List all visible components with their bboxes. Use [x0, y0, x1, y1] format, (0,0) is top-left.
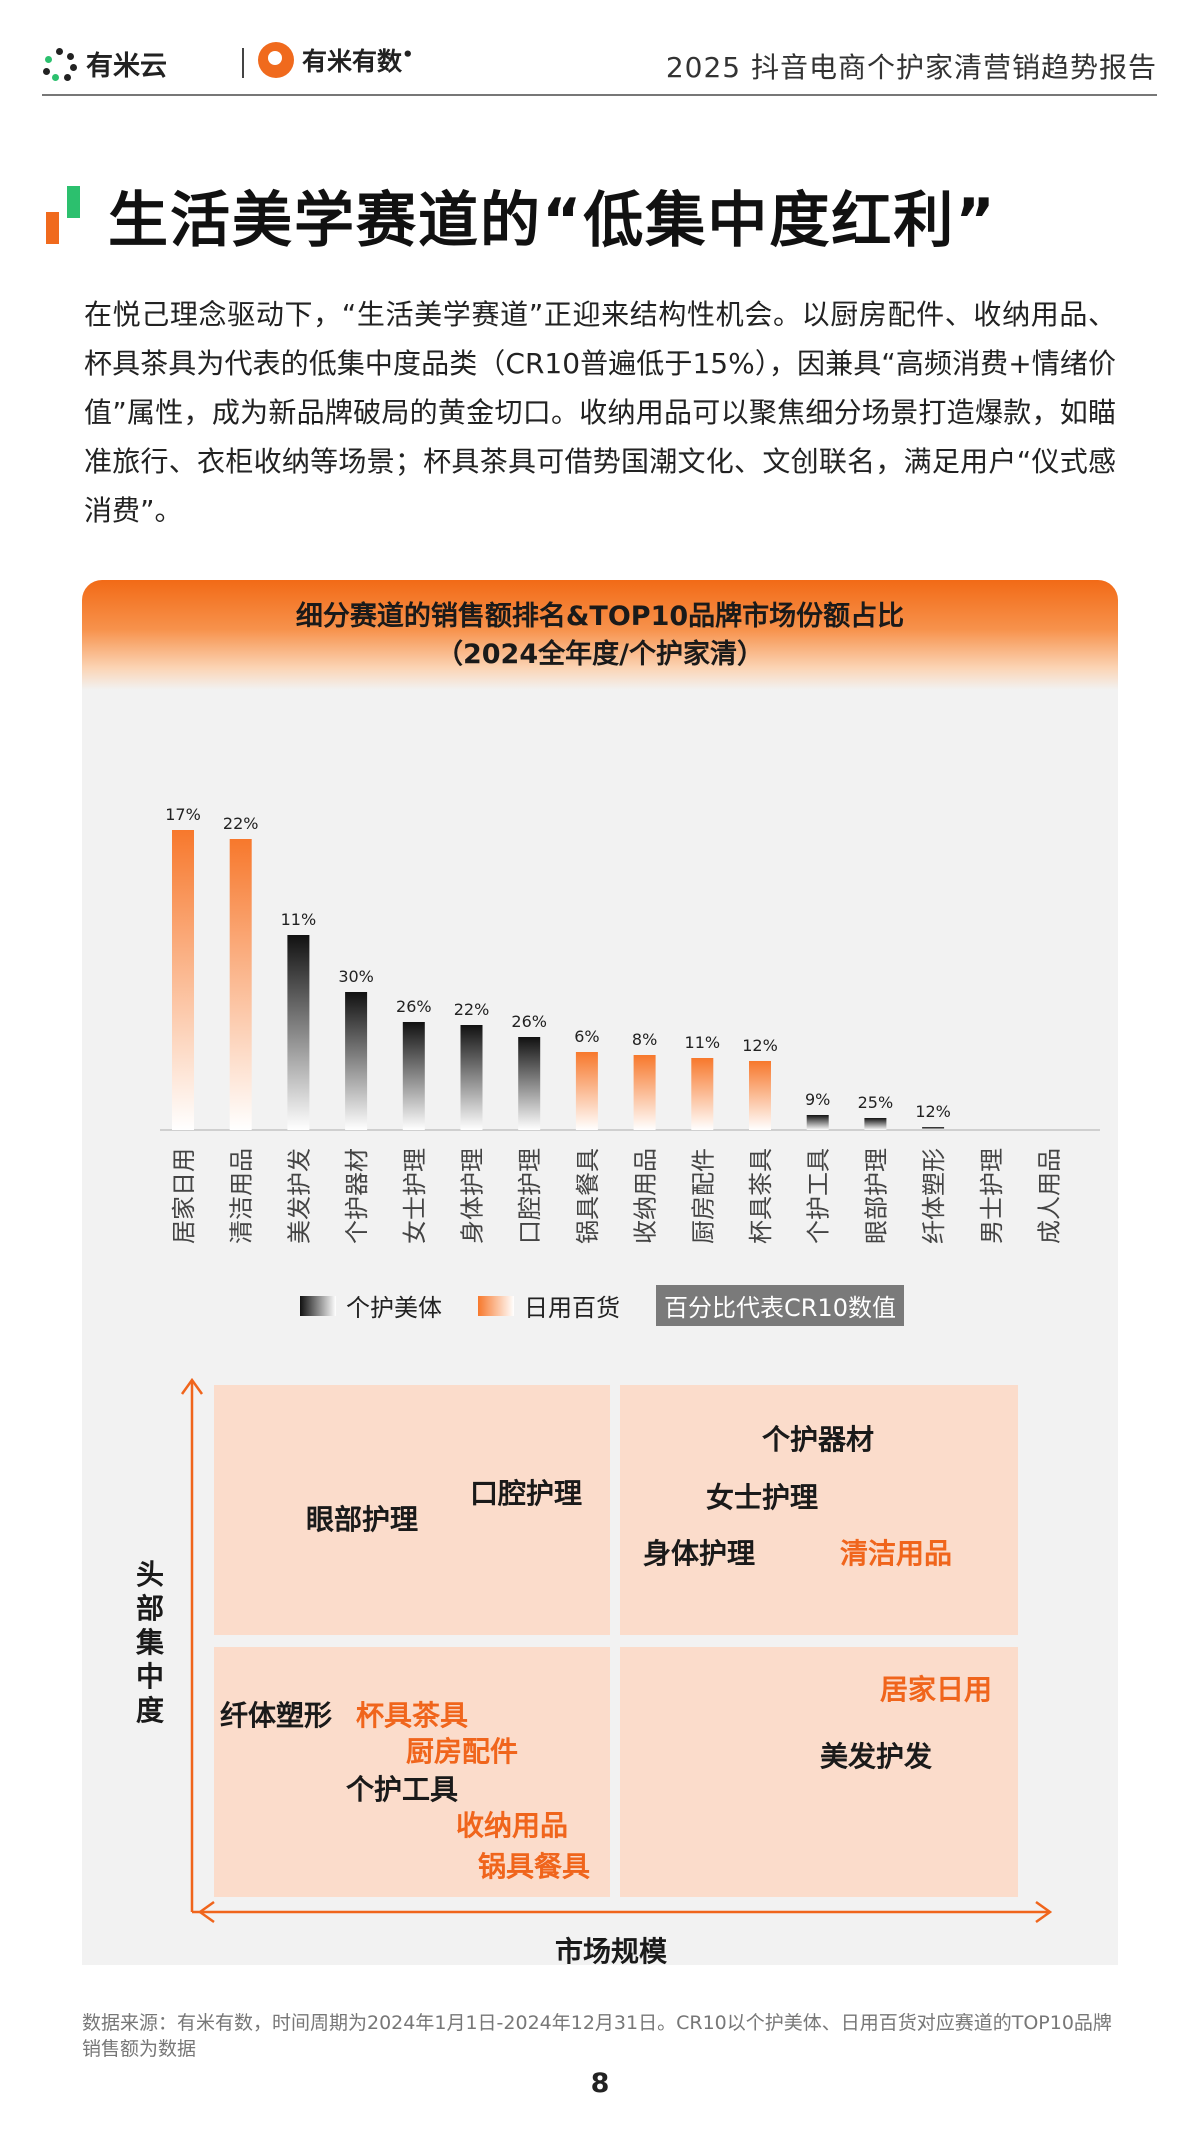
legend-swatch-orange [478, 1295, 514, 1316]
legend-item-daily-goods: 日用百货 [478, 1288, 620, 1323]
legend-label-daily-goods: 日用百货 [524, 1294, 620, 1322]
data-source-note: 数据来源：有米有数，时间周期为2024年1月1日-2024年12月31日。CR1… [82, 2012, 1112, 2060]
matrix-label-oral-care: 口腔护理 [470, 1477, 583, 1510]
matrix-x-axis-label: 市场规模 [555, 1935, 668, 1968]
quadrant-bottom-right [620, 1647, 1018, 1897]
matrix-label-household: 居家日用 [880, 1673, 993, 1706]
youmi-cloud-logo-icon [42, 46, 78, 82]
legend-note: 百分比代表CR10数值 [656, 1285, 904, 1326]
report-title: 2025 抖音电商个护家清营销趋势报告 [665, 51, 1157, 84]
legend-label-personal-care: 个护美体 [346, 1294, 442, 1322]
quadrant-top-left [214, 1385, 610, 1635]
title-accent-icon [44, 186, 84, 246]
page-header: 有米云 有米有数• 2025 抖音电商个护家清营销趋势报告 [42, 36, 1157, 96]
matrix-label-body-care: 身体护理 [643, 1537, 756, 1570]
legend-swatch-black [300, 1295, 336, 1316]
page-title: 生活美学赛道的“低集中度红利” [108, 186, 997, 256]
matrix-label-cups-tea: 杯具茶具 [356, 1699, 469, 1732]
matrix-label-eye-care: 眼部护理 [306, 1503, 419, 1536]
chart-legend: 个护美体 日用百货 百分比代表CR10数值 [300, 1285, 904, 1326]
legend-item-personal-care: 个护美体 [300, 1288, 442, 1323]
youmi-data-logo: 有米有数• [258, 42, 414, 78]
matrix-label-cleaning: 清洁用品 [840, 1537, 953, 1570]
matrix-label-cookware: 锅具餐具 [478, 1850, 591, 1883]
intro-paragraph: 在悦己理念驱动下，“生活美学赛道”正迎来结构性机会。以厨房配件、收纳用品、杯具茶… [84, 298, 1116, 527]
matrix-label-kitchen: 厨房配件 [406, 1735, 519, 1768]
matrix-label-care-tools: 个护工具 [346, 1773, 459, 1806]
page-number: 8 [590, 2068, 610, 2099]
matrix-label-hair-care: 美发护发 [820, 1740, 933, 1773]
matrix-label-slimming: 纤体塑形 [220, 1699, 333, 1732]
youmi-cloud-logo: 有米云 [42, 44, 167, 83]
logo-separator [242, 48, 244, 78]
quadrant-top-right [620, 1385, 1018, 1635]
matrix-y-axis-label: 头部集中度 [135, 1558, 164, 1727]
panel-header [82, 580, 1118, 690]
matrix-label-storage: 收纳用品 [456, 1809, 569, 1842]
panel-title-line1: 细分赛道的销售额排名&TOP10品牌市场份额占比 [295, 601, 905, 632]
youmi-data-logo-icon [258, 42, 294, 78]
logo1-text: 有米云 [86, 51, 167, 82]
logo2-text: 有米有数 [302, 47, 403, 76]
matrix-label-care-devices: 个护器材 [762, 1423, 875, 1456]
panel-title-line2: （2024全年度/个护家清） [435, 639, 764, 670]
matrix-label-feminine-care: 女士护理 [706, 1481, 819, 1514]
quadrant-bottom-left [214, 1647, 610, 1897]
